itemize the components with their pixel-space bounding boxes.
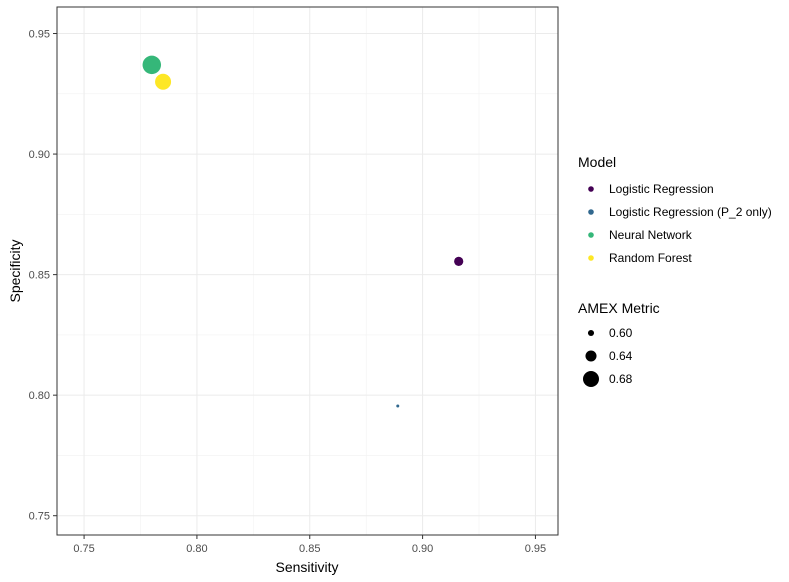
data-point-random-forest [155,73,172,90]
x-tick-label: 0.90 [412,543,433,555]
y-tick-label: 0.80 [29,390,50,402]
data-point-logistic-regression-p-2-only [396,404,400,408]
legend-size-label: 0.64 [609,349,633,363]
legend-size-key [582,370,600,388]
y-tick-label: 0.95 [29,29,50,41]
legend-color-label: Neural Network [609,228,693,242]
legend-size-key [585,350,597,362]
legend-color-key [588,232,594,238]
size-legend-title: AMEX Metric [578,300,660,316]
legend-size-label: 0.60 [609,326,633,340]
x-axis-title: Sensitivity [275,559,338,575]
legend-size-key [587,329,595,337]
legend-size-label: 0.68 [609,372,633,386]
y-tick-label: 0.90 [29,149,50,161]
y-tick-label: 0.75 [29,511,50,523]
grid-layer [57,7,558,535]
x-tick-label: 0.80 [186,543,207,555]
color-legend-title: Model [578,154,616,170]
y-tick-label: 0.85 [29,270,50,282]
x-tick-label: 0.95 [525,543,546,555]
x-tick-label: 0.85 [299,543,320,555]
legend-color-key [588,255,594,261]
y-axis-title: Specificity [7,239,23,302]
x-tick-label: 0.75 [73,543,94,555]
legend-color-label: Logistic Regression (P_2 only) [609,205,772,219]
legend: Model AMEX Metric Logistic Regression Log… [578,154,772,388]
legend-color-key [588,186,594,192]
data-point-neural-network [142,55,162,75]
legend-color-label: Logistic Regression [609,182,714,196]
axes-layer: 0.75 0.80 0.85 0.90 0.95 0.75 0.80 0.85 0.90 0.95 [29,29,547,555]
points-layer [142,55,464,408]
legend-color-label: Random Forest [609,251,692,265]
legend-color-key [588,209,594,215]
plot-border [56,6,559,536]
plot-panel [57,7,558,535]
data-point-logistic-regression [454,256,464,266]
